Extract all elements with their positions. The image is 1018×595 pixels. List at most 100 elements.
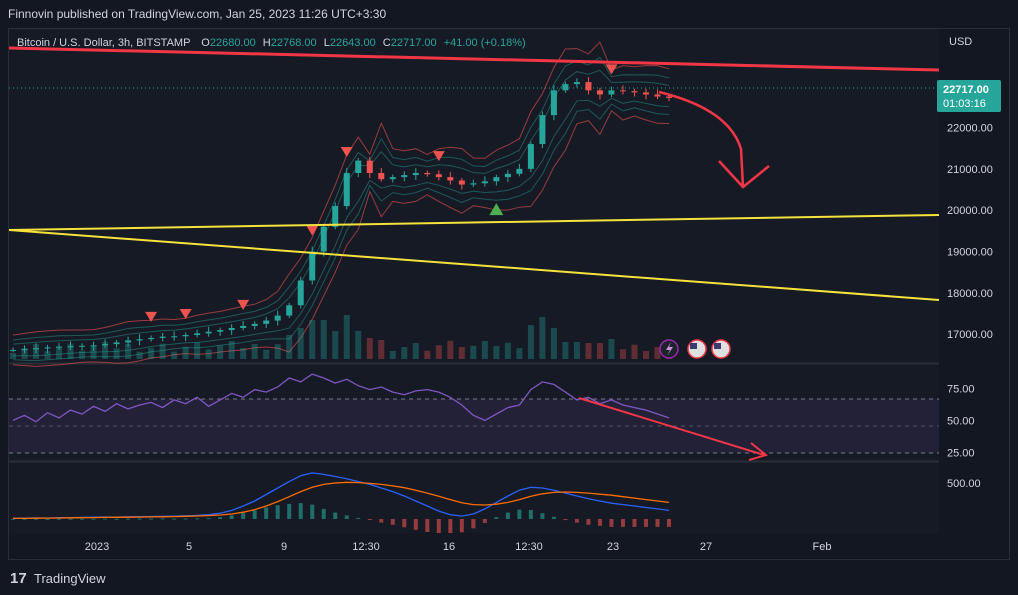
candle[interactable] xyxy=(366,160,373,173)
support-trendline[interactable] xyxy=(8,214,940,231)
price-pane[interactable] xyxy=(9,29,939,362)
sell-signal-icon[interactable] xyxy=(432,151,445,162)
candle[interactable] xyxy=(263,320,270,324)
candle[interactable] xyxy=(205,331,212,334)
rsi-projection-arrow[interactable] xyxy=(578,397,765,456)
candle[interactable] xyxy=(79,345,86,347)
publisher-line: Finnovin published on TradingView.com, J… xyxy=(8,7,387,21)
candle[interactable] xyxy=(493,177,500,182)
candle[interactable] xyxy=(90,345,97,347)
candle[interactable] xyxy=(33,348,40,350)
us-flag-icon-canton xyxy=(714,343,721,349)
candle[interactable] xyxy=(240,325,247,328)
descending-trendline[interactable] xyxy=(8,229,940,301)
candle[interactable] xyxy=(585,82,592,91)
signal-line[interactable] xyxy=(13,481,670,520)
tradingview-logo-icon[interactable]: 17 xyxy=(10,570,27,587)
candle[interactable] xyxy=(309,251,316,281)
candle[interactable] xyxy=(562,84,569,91)
candle[interactable] xyxy=(67,346,74,348)
rsi-pane[interactable] xyxy=(9,365,939,461)
candle[interactable] xyxy=(424,173,431,175)
price-tick-label: 19000.00 xyxy=(947,247,993,259)
candle[interactable] xyxy=(378,173,385,180)
macd-histogram-bar xyxy=(494,517,499,519)
candle[interactable] xyxy=(654,94,661,97)
resistance-trendline[interactable] xyxy=(8,46,940,72)
candle[interactable] xyxy=(228,328,235,331)
candle[interactable] xyxy=(516,168,523,174)
candle[interactable] xyxy=(21,349,28,351)
volume-bar xyxy=(585,343,592,359)
candle[interactable] xyxy=(332,206,339,227)
macd-histogram-bar xyxy=(563,519,568,521)
candle[interactable] xyxy=(251,323,258,326)
candle[interactable] xyxy=(412,173,419,176)
time-tick-label: 2023 xyxy=(85,541,109,553)
candle[interactable] xyxy=(148,337,155,340)
price-chart[interactable]: USD 23000.0022000.0021000.0020000.001900… xyxy=(8,29,1009,559)
macd-histogram-bar xyxy=(632,519,637,527)
candle[interactable] xyxy=(297,280,304,306)
projection-arrowhead[interactable] xyxy=(718,160,770,189)
candle[interactable] xyxy=(355,160,362,173)
volume-bar xyxy=(412,343,419,359)
macd-axis-ticks: 500.00 xyxy=(947,478,981,490)
candle[interactable] xyxy=(470,183,477,185)
chart-frame[interactable]: USD 23000.0022000.0021000.0020000.001900… xyxy=(8,28,1010,560)
rsi-line[interactable] xyxy=(12,373,670,423)
candle[interactable] xyxy=(631,91,638,93)
candle[interactable] xyxy=(608,90,615,95)
candle[interactable] xyxy=(666,96,672,98)
candle[interactable] xyxy=(573,82,580,85)
sell-signal-icon[interactable] xyxy=(179,309,192,320)
candle[interactable] xyxy=(113,342,120,345)
candle[interactable] xyxy=(458,180,465,185)
sell-signal-icon[interactable] xyxy=(306,225,319,236)
candle[interactable] xyxy=(504,173,511,178)
candle[interactable] xyxy=(550,90,557,116)
candle[interactable] xyxy=(194,333,201,336)
candle[interactable] xyxy=(539,115,546,145)
volume-bar xyxy=(274,344,281,359)
price-axis[interactable] xyxy=(939,29,1009,559)
candle[interactable] xyxy=(171,336,178,338)
candle[interactable] xyxy=(447,177,454,181)
candle[interactable] xyxy=(642,92,649,95)
candle[interactable] xyxy=(274,315,281,321)
candle[interactable] xyxy=(435,174,442,178)
rsi-projection-arrowhead[interactable] xyxy=(748,442,769,461)
candle[interactable] xyxy=(389,177,396,180)
brand-name[interactable]: TradingView xyxy=(34,571,106,586)
candle[interactable] xyxy=(56,346,63,348)
candle[interactable] xyxy=(320,226,327,252)
projection-arrow[interactable] xyxy=(658,90,745,188)
macd-histogram-bar xyxy=(505,512,510,519)
candle[interactable] xyxy=(401,175,408,178)
candle[interactable] xyxy=(343,173,350,207)
price-tick-label: 21000.00 xyxy=(947,164,993,176)
sell-signal-icon[interactable] xyxy=(145,311,158,322)
candle[interactable] xyxy=(217,330,224,332)
candle[interactable] xyxy=(596,90,603,95)
candle[interactable] xyxy=(10,349,16,351)
time-axis[interactable] xyxy=(9,533,1009,559)
candle[interactable] xyxy=(159,336,166,338)
candle[interactable] xyxy=(527,144,534,169)
candle[interactable] xyxy=(619,90,626,92)
candle[interactable] xyxy=(125,340,132,343)
candle[interactable] xyxy=(102,344,109,346)
candle[interactable] xyxy=(136,339,143,341)
candle[interactable] xyxy=(44,347,51,349)
sell-signal-icon[interactable] xyxy=(340,147,353,157)
sell-signal-icon[interactable] xyxy=(605,64,618,75)
sell-signal-icon[interactable] xyxy=(237,299,250,310)
symbol-legend[interactable]: Bitcoin / U.S. Dollar, 3h, BITSTAMP O226… xyxy=(17,37,526,49)
volume-bar xyxy=(516,348,523,359)
candle[interactable] xyxy=(286,305,293,316)
volume-bar xyxy=(424,350,431,359)
volume-bar xyxy=(286,335,293,359)
candle[interactable] xyxy=(182,335,189,337)
buy-signal-icon[interactable] xyxy=(489,203,504,216)
candle[interactable] xyxy=(481,181,488,184)
